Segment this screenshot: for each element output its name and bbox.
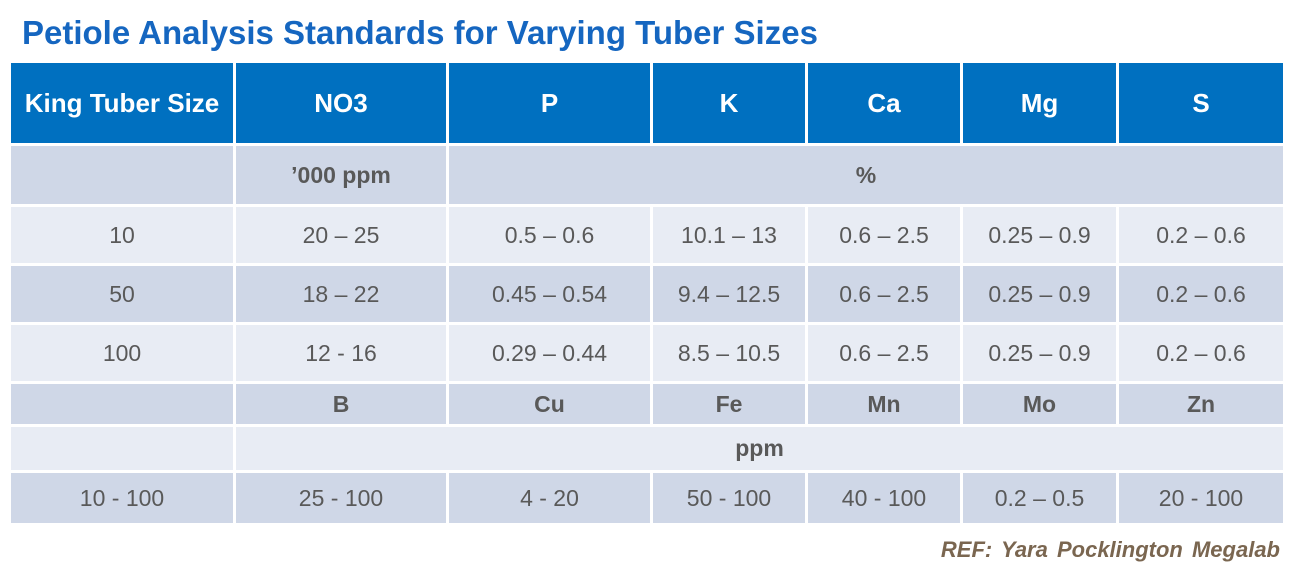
table-cell: 50 - 100 (653, 473, 805, 523)
table-cell: 0.45 – 0.54 (449, 266, 650, 322)
reference: REF: Yara Pocklington Megalab (940, 537, 1280, 562)
table-row: 100 12 - 16 0.29 – 0.44 8.5 – 10.5 0.6 – 2.5… (11, 325, 1283, 381)
table-cell: 100 (11, 325, 233, 381)
empty-cell (11, 384, 233, 424)
table-cell: 10 (11, 207, 233, 263)
table-cell: Mg (963, 63, 1116, 143)
table-cell: 8.5 – 10.5 (653, 325, 805, 381)
table-cell: Zn (1119, 384, 1283, 424)
table-cell: King Tuber Size (11, 63, 233, 143)
table-cell: 9.4 – 12.5 (653, 266, 805, 322)
table-cell: 0.6 – 2.5 (808, 325, 960, 381)
table-cell: Ca (808, 63, 960, 143)
table-cell: 0.2 – 0.6 (1119, 207, 1283, 263)
table-cell: B (236, 384, 446, 424)
table-cell: 0.2 – 0.6 (1119, 266, 1283, 322)
table-cell: 50 (11, 266, 233, 322)
table-cell: 10.1 – 13 (653, 207, 805, 263)
table-cell: P (449, 63, 650, 143)
table-cell: K (653, 63, 805, 143)
table-row: B Cu Fe Mn Mo Zn (11, 384, 1283, 424)
table-cell: Mn (808, 384, 960, 424)
table-row: 50 18 – 22 0.45 – 0.54 9.4 – 12.5 0.6 – 2.5 0… (11, 266, 1283, 322)
empty-cell (11, 146, 233, 204)
table-cell: 0.25 – 0.9 (963, 207, 1116, 263)
table-cell: 20 – 25 (236, 207, 446, 263)
table-cell: 0.29 – 0.44 (449, 325, 650, 381)
table-cell: 10 - 100 (11, 473, 233, 523)
table-cell: 0.2 – 0.6 (1119, 325, 1283, 381)
table-row: 10 20 – 25 0.5 – 0.6 10.1 – 13 0.6 – 2.5 0.25… (11, 207, 1283, 263)
table-cell: % (449, 146, 1283, 204)
table-cell: 0.6 – 2.5 (808, 207, 960, 263)
table-row: ppm (11, 427, 1283, 470)
table-cell: 18 – 22 (236, 266, 446, 322)
table-cell: S (1119, 63, 1283, 143)
table-cell: 0.25 – 0.9 (963, 325, 1116, 381)
table-cell: 20 - 100 (1119, 473, 1283, 523)
table-cell: Mo (963, 384, 1116, 424)
table-row: 10 - 100 25 - 100 4 - 20 50 - 100 40 - 100 0.… (11, 473, 1283, 523)
table-cell: 0.5 – 0.6 (449, 207, 650, 263)
table-cell: NO3 (236, 63, 446, 143)
empty-cell (11, 427, 233, 470)
table-cell: ’000 ppm (236, 146, 446, 204)
table-cell: 40 - 100 (808, 473, 960, 523)
table-cell: ppm (236, 427, 1283, 470)
table-cell: 0.2 – 0.5 (963, 473, 1116, 523)
table-row: ’000 ppm% (11, 146, 1283, 204)
table-cell: 4 - 20 (449, 473, 650, 523)
table-cell: 0.25 – 0.9 (963, 266, 1116, 322)
table-cell: 25 - 100 (236, 473, 446, 523)
table-cell: 12 - 16 (236, 325, 446, 381)
standards-table: King Tuber Size NO3 P K Ca Mg S ’000 ppm% 10 20 –… (8, 60, 1286, 526)
table-cell: Cu (449, 384, 650, 424)
title: Petiole Analysis Standards for Varying T… (22, 14, 818, 51)
table-cell: 0.6 – 2.5 (808, 266, 960, 322)
table-row: King Tuber Size NO3 P K Ca Mg S (11, 63, 1283, 143)
table-cell: Fe (653, 384, 805, 424)
